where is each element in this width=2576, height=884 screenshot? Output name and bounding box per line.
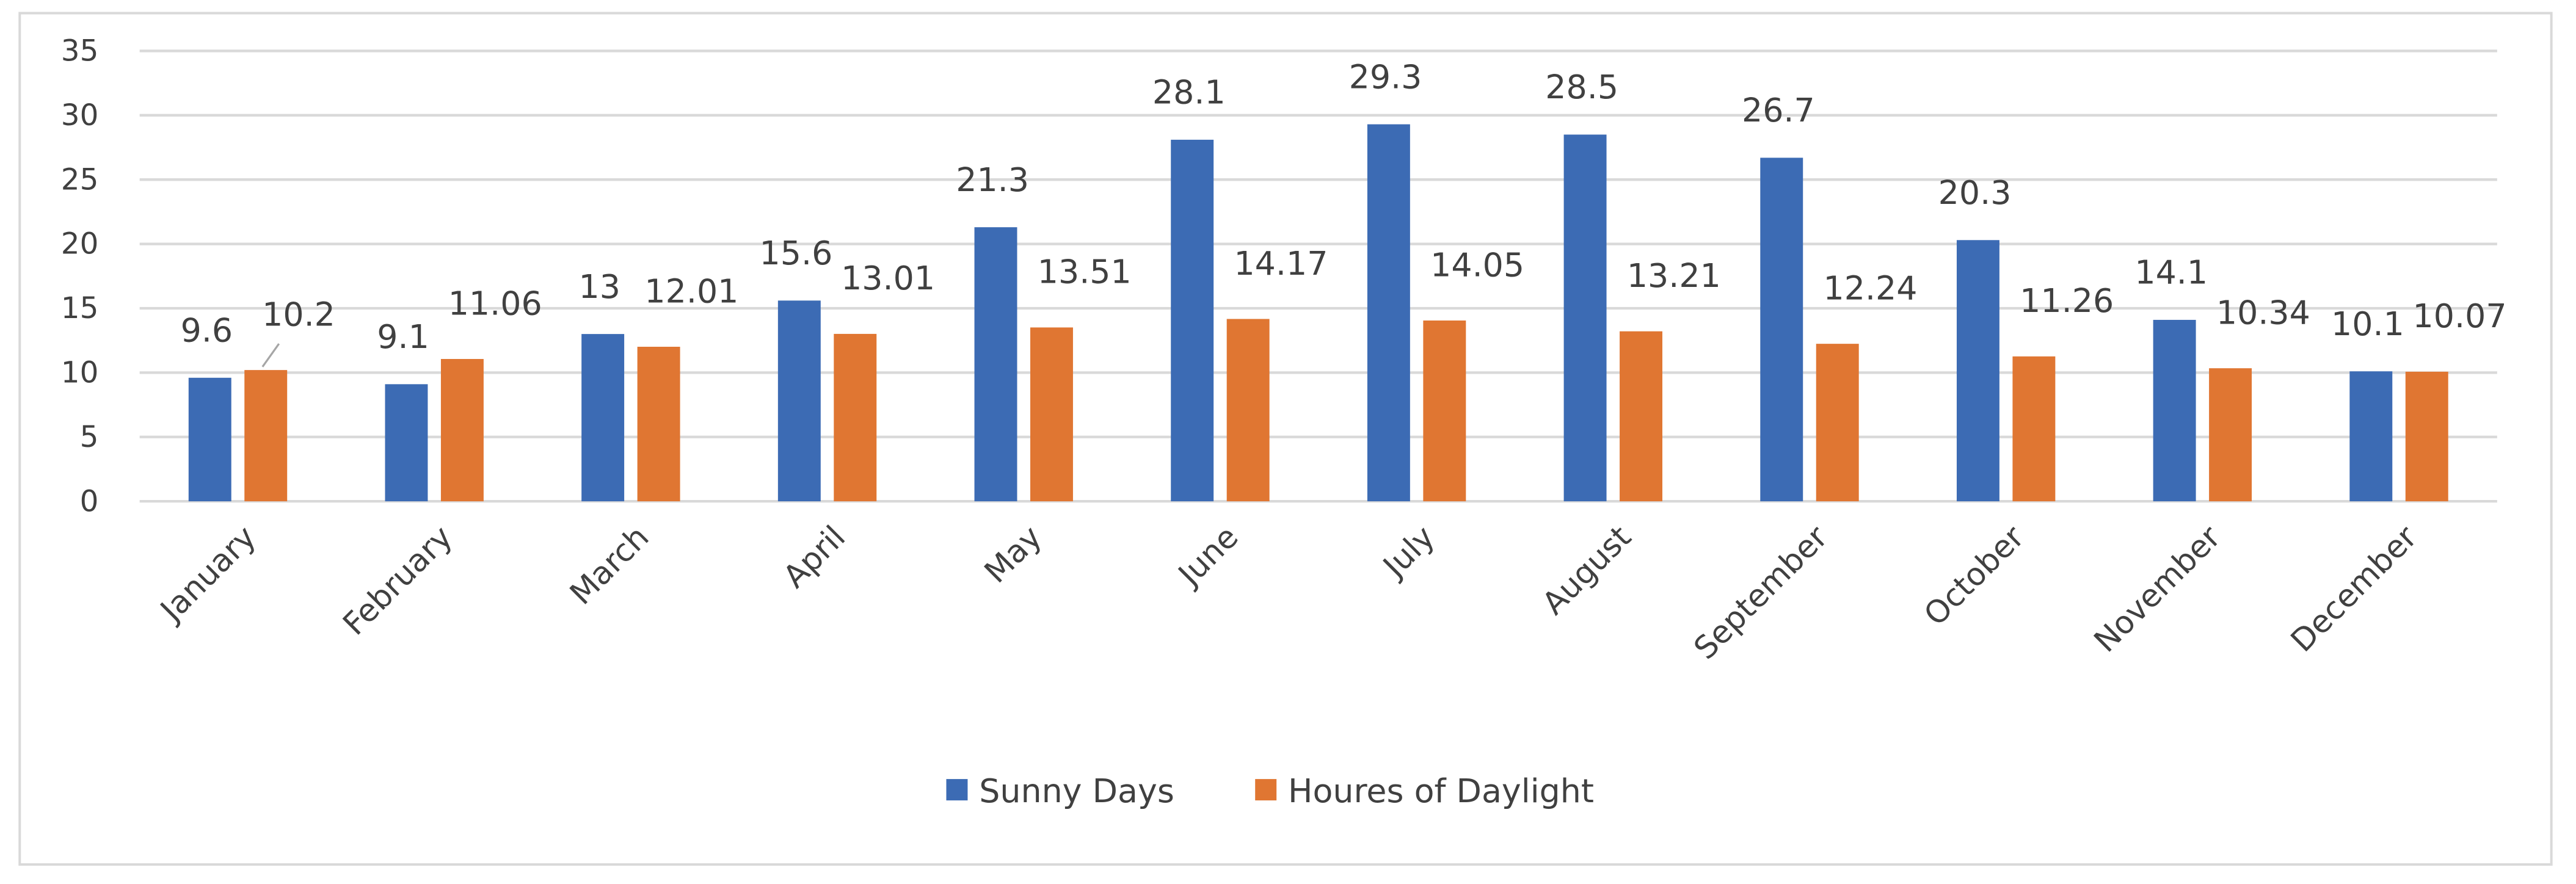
bar-hours-of-daylight xyxy=(1620,331,1662,502)
y-axis-labels: 0 5 10 15 20 25 30 35 xyxy=(61,34,99,519)
bar-sunny-days xyxy=(1563,134,1607,502)
legend-label: Houres of Daylight xyxy=(1288,772,1594,810)
data-label: 13.51 xyxy=(1038,253,1132,291)
data-label: 9.6 xyxy=(181,311,233,350)
bar-hours-of-daylight xyxy=(2405,371,2448,502)
legend-label: Sunny Days xyxy=(979,772,1174,810)
data-label: 13 xyxy=(579,267,620,306)
bar-hours-of-daylight xyxy=(1030,327,1073,502)
bar-sunny-days xyxy=(1760,158,1803,502)
data-label: 11.26 xyxy=(2020,281,2114,320)
data-label: 11.06 xyxy=(448,284,542,322)
bar-hours-of-daylight xyxy=(244,370,288,502)
legend: Sunny Days Houres of Daylight xyxy=(946,772,1594,810)
bar-sunny-days xyxy=(1171,139,1214,502)
data-label: 15.6 xyxy=(760,234,833,272)
bar-sunny-days xyxy=(777,300,821,502)
data-label: 14.05 xyxy=(1430,245,1524,284)
y-tick-label: 0 xyxy=(80,484,99,518)
data-label: 29.3 xyxy=(1349,57,1422,96)
bar-hours-of-daylight xyxy=(1816,344,1859,502)
y-tick-label: 15 xyxy=(61,291,99,325)
y-tick-label: 20 xyxy=(61,227,99,261)
data-label: 10.34 xyxy=(2216,293,2310,332)
data-label: 10.2 xyxy=(262,295,335,333)
data-label: 21.3 xyxy=(956,161,1029,199)
bars xyxy=(188,124,2448,502)
data-label: 10.07 xyxy=(2413,297,2507,335)
data-label: 14.1 xyxy=(2134,253,2208,292)
y-tick-label: 5 xyxy=(80,420,99,454)
y-tick-label: 35 xyxy=(61,34,99,68)
leader-line xyxy=(261,343,280,368)
bar-sunny-days xyxy=(581,334,625,502)
legend-swatch xyxy=(946,779,968,801)
data-label: 13.21 xyxy=(1627,256,1721,295)
bar-sunny-days xyxy=(2349,371,2393,502)
bar-hours-of-daylight xyxy=(1423,320,1466,502)
data-label: 9.1 xyxy=(377,317,429,356)
bar-sunny-days xyxy=(2153,319,2196,502)
legend-item: Sunny Days xyxy=(946,772,1174,810)
data-label: 12.01 xyxy=(644,272,738,310)
y-tick-label: 10 xyxy=(61,355,99,389)
bar-hours-of-daylight xyxy=(440,359,484,502)
y-tick-label: 25 xyxy=(61,162,99,197)
bar-sunny-days xyxy=(188,377,231,502)
bar-sunny-days xyxy=(974,227,1017,502)
gridlines xyxy=(139,49,2497,503)
data-label: 10.1 xyxy=(2331,305,2404,343)
data-label: 20.3 xyxy=(1938,173,2012,212)
bar-hours-of-daylight xyxy=(2012,356,2056,502)
data-label: 28.1 xyxy=(1152,73,1226,112)
y-tick-label: 30 xyxy=(61,98,99,132)
bar-sunny-days xyxy=(1956,240,1999,502)
data-labels: 9.6 10.2 9.1 11.06 13 12.01 15.613.01 21.3 13.51… xyxy=(181,57,2507,368)
bar-hours-of-daylight xyxy=(834,333,877,502)
bar-hours-of-daylight xyxy=(2209,368,2252,502)
bar-hours-of-daylight xyxy=(1226,319,1270,502)
data-label: 14.17 xyxy=(1234,244,1328,283)
legend-swatch xyxy=(1255,779,1277,801)
data-label: 12.24 xyxy=(1824,269,1918,307)
bar-hours-of-daylight xyxy=(637,346,680,502)
data-label: 13.01 xyxy=(841,259,935,297)
data-label: 28.5 xyxy=(1545,68,1618,106)
bar-sunny-days xyxy=(385,384,428,502)
data-label: 26.7 xyxy=(1742,91,1815,129)
bar-sunny-days xyxy=(1367,124,1410,502)
legend-item: Houres of Daylight xyxy=(1255,772,1594,810)
